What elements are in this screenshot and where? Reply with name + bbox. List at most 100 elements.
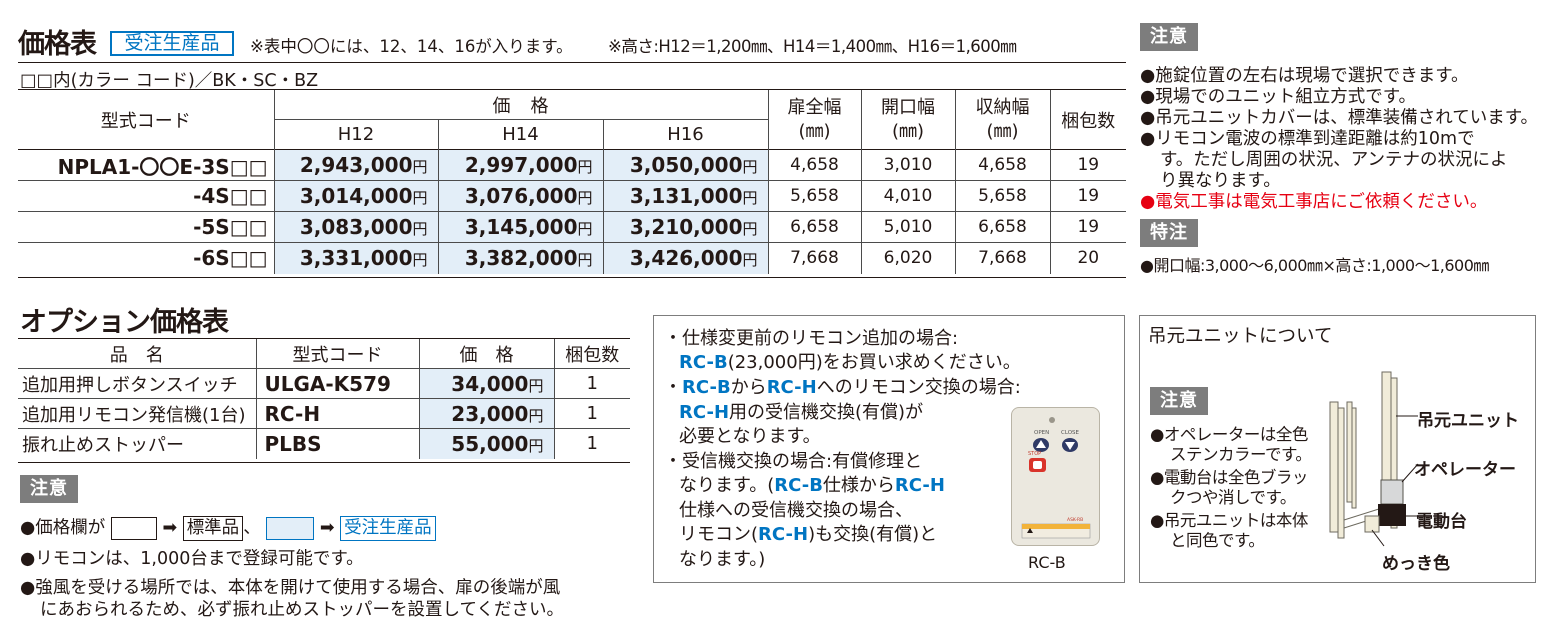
table-row: 追加用リモコン発信機(1台) RC-H 23,000円 1 xyxy=(18,398,630,429)
col-header-h16: H16 xyxy=(602,119,769,150)
option-name: 追加用リモコン発信機(1台) xyxy=(18,398,256,429)
special-order-note: ●開口幅:3,000～6,000㎜×高さ:1,000～1,600㎜ xyxy=(1140,256,1489,275)
unit-note-3b: と同色です。 xyxy=(1170,531,1265,550)
height-note: ※高さ:H12＝1,200㎜、H14＝1,400㎜、H16＝1,600㎜ xyxy=(608,37,1017,56)
note-wind-cont: にあおられるため、必ず振れ止めストッパーを設置してください。 xyxy=(40,600,564,620)
price-h14: 3,076,000円 xyxy=(437,180,603,212)
door-width: 5,658 xyxy=(767,180,862,212)
svg-text:STOP: STOP xyxy=(1028,451,1041,457)
arrow-icon: ➡ xyxy=(319,518,335,538)
note-remote-registration: ●リモコンは、1,000台まで登録可能です。 xyxy=(20,549,364,569)
color-code-note: □□内(カラー コード)／BK・SC・BZ xyxy=(20,71,319,91)
price-h16: 3,426,000円 xyxy=(602,242,769,274)
table-subheader-row: H12 H14 H16 xyxy=(18,119,1126,150)
svg-text:CLOSE: CLOSE xyxy=(1061,430,1080,436)
option-header-row: 品 名 型式コード 価 格 梱包数 xyxy=(18,338,630,369)
option-col-price: 価 格 xyxy=(418,338,554,369)
size-note: ※表中〇〇には、12、14、16が入ります。 xyxy=(250,37,573,56)
price-h12: 3,083,000円 xyxy=(273,211,438,243)
storage-width: 7,668 xyxy=(954,242,1051,274)
rc-line-7: なります。(RC-B仕様からRC-H xyxy=(679,475,945,496)
price-h16: 3,131,000円 xyxy=(602,180,769,212)
arrow-icon: ➡ xyxy=(162,518,178,538)
legend-blue-box xyxy=(266,516,315,540)
rc-line-2: RC-B(23,000円)をお買い求めください。 xyxy=(679,352,1021,373)
option-name: 追加用押しボタンスイッチ xyxy=(18,368,256,399)
col-header-opening-width: 開口幅 (㎜) xyxy=(860,89,956,150)
right-note-4c: り異なります。 xyxy=(1160,171,1281,191)
remote-control-icon: OPEN CLOSE STOP ASK-RB xyxy=(1021,417,1091,539)
right-note-4: ●リモコン電波の標準到達距離は約10mで xyxy=(1140,129,1475,149)
option-table-bottom-border xyxy=(18,462,630,463)
col-header-code: 型式コード xyxy=(18,89,274,150)
table-row: -5S□□ 3,083,000円 3,145,000円 3,210,000円 6,658… xyxy=(18,211,1127,243)
rc-line-10: なります。) xyxy=(679,549,766,570)
pack-count: 20 xyxy=(1049,242,1127,274)
option-title: オプション価格表 xyxy=(20,307,229,338)
price-table: 型式コード 価 格 扉全幅 (㎜) 開口幅 (㎜) 収納幅 (㎜) 梱包数 H12 H… xyxy=(18,89,1127,274)
right-note-4b: す。ただし周囲の状況、アンテナの状況によ xyxy=(1160,150,1508,170)
code: -5S□□ xyxy=(18,211,274,243)
door-width: 6,658 xyxy=(767,211,862,243)
option-col-pack: 梱包数 xyxy=(553,338,630,369)
right-note-electric: ●電気工事は電気工事店にご依頼ください。 xyxy=(1140,192,1488,212)
legend-order-label: 受注生産品 xyxy=(340,515,436,541)
rc-line-8: 仕様への受信機交換の場合、 xyxy=(679,500,913,521)
option-code: ULGA-K579 xyxy=(255,368,419,399)
label-hinge-unit: 吊元ユニット xyxy=(1417,411,1519,431)
special-order-tag: 特注 xyxy=(1140,219,1198,247)
hinge-unit-title: 吊元ユニットについて xyxy=(1148,326,1333,347)
label-operator: オペレーター xyxy=(1414,460,1516,480)
hinge-unit-illustration xyxy=(1329,371,1419,547)
col-header-storage-width: 収納幅 (㎜) xyxy=(954,89,1051,150)
option-pack: 1 xyxy=(553,398,630,429)
unit-caution-tag: 注意 xyxy=(1150,387,1208,415)
option-price: 23,000円 xyxy=(418,398,554,429)
label-plating: めっき色 xyxy=(1382,554,1450,574)
code: NPLA1-〇〇E-3S□□ xyxy=(18,149,274,181)
legend-white-box xyxy=(110,516,157,540)
price-table-bottom-border xyxy=(18,277,1126,278)
option-pack: 1 xyxy=(553,368,630,399)
rc-line-3: ・RC-BからRC-Hへのリモコン交換の場合: xyxy=(664,377,1021,398)
storage-width: 6,658 xyxy=(954,211,1051,243)
made-to-order-badge: 受注生産品 xyxy=(110,31,234,56)
option-price: 34,000円 xyxy=(418,368,554,399)
option-code: RC-H xyxy=(255,398,419,429)
opening-width: 3,010 xyxy=(860,149,956,181)
pack-count: 19 xyxy=(1049,180,1127,212)
option-caution-tag: 注意 xyxy=(20,475,78,503)
right-note-2: ●現場でのユニット組立方式です。 xyxy=(1140,87,1417,107)
table-row: -4S□□ 3,014,000円 3,076,000円 3,131,000円 5,658… xyxy=(18,180,1127,212)
option-col-code: 型式コード xyxy=(255,338,419,369)
col-header-pack: 梱包数 xyxy=(1049,89,1127,150)
door-width: 7,668 xyxy=(767,242,862,274)
option-pack: 1 xyxy=(553,428,630,459)
option-price: 55,000円 xyxy=(418,428,554,459)
pack-count: 19 xyxy=(1049,149,1127,181)
svg-text:ASK-RB: ASK-RB xyxy=(1067,517,1083,523)
price-h14: 2,997,000円 xyxy=(437,149,603,181)
storage-width: 5,658 xyxy=(954,180,1051,212)
rc-line-4: RC-H用の受信機交換(有償)が xyxy=(679,402,924,423)
price-h16: 3,050,000円 xyxy=(602,149,769,181)
option-name: 振れ止めストッパー xyxy=(18,428,256,459)
table-row: NPLA1-〇〇E-3S□□ 2,943,000円 2,997,000円 3,050,… xyxy=(18,149,1127,181)
right-note-3: ●吊元ユニットカバーは、標準装備されています。 xyxy=(1140,108,1538,128)
door-width: 4,658 xyxy=(767,149,862,181)
unit-note-1b: ステンカラーです。 xyxy=(1170,445,1312,464)
note-wind: ●強風を受ける場所では、本体を開けて使用する場合、扉の後端が風 xyxy=(20,578,561,598)
table-row: 追加用押しボタンスイッチ ULGA-K579 34,000円 1 xyxy=(18,368,630,399)
opening-width: 4,010 xyxy=(860,180,956,212)
unit-note-3: ●吊元ユニットは本体 xyxy=(1150,511,1308,530)
col-header-door-width: 扉全幅 (㎜) xyxy=(767,89,862,150)
col-header-h12: H12 xyxy=(273,119,438,150)
rc-line-6: ・受信機交換の場合:有償修理と xyxy=(664,451,923,472)
table-header-row: 型式コード 価 格 扉全幅 (㎜) 開口幅 (㎜) 収納幅 (㎜) 梱包数 xyxy=(18,89,1127,150)
rc-line-1: ・仕様変更前のリモコン追加の場合: xyxy=(664,328,959,349)
price-h12: 2,943,000円 xyxy=(273,149,438,181)
option-col-name: 品 名 xyxy=(18,338,256,369)
unit-note-1: ●オペレーターは全色 xyxy=(1150,425,1308,444)
code: -4S□□ xyxy=(18,180,274,212)
legend-standard-label: 標準品 xyxy=(182,515,244,541)
